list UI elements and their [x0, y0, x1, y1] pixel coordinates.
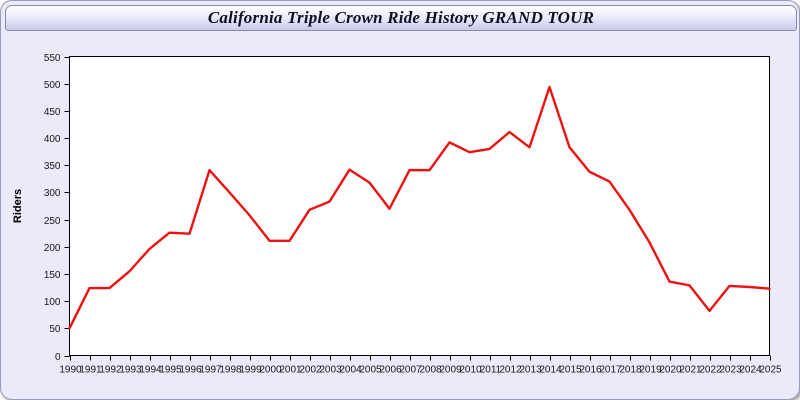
y-tick-label: 350 — [44, 161, 61, 172]
y-tick-label: 100 — [44, 297, 61, 308]
x-tick-label: 2009 — [439, 365, 462, 376]
plot-frame — [69, 56, 770, 356]
x-tick-label: 2005 — [359, 365, 382, 376]
x-tick-label: 2000 — [259, 365, 282, 376]
window-title-bar: California Triple Crown Ride History GRA… — [5, 5, 797, 31]
x-tick-label: 2004 — [339, 365, 362, 376]
y-tick-label: 50 — [49, 324, 61, 335]
x-tick-label: 1993 — [119, 365, 142, 376]
y-tick-label: 300 — [44, 188, 61, 199]
x-tick-label: 2012 — [499, 365, 522, 376]
y-tick-label: 250 — [44, 216, 61, 227]
x-tick-label: 1995 — [159, 365, 182, 376]
x-tick-label: 2015 — [559, 365, 582, 376]
x-tick-label: 2019 — [639, 365, 662, 376]
y-tick-label: 150 — [44, 270, 61, 281]
x-tick-label: 2018 — [619, 365, 642, 376]
x-tick-label: 2021 — [679, 365, 702, 376]
x-tick-label: 1992 — [99, 365, 122, 376]
x-axis-tick-labels: 1990199119921993199419951996199719981999… — [59, 365, 782, 376]
x-tick-label: 2008 — [419, 365, 442, 376]
x-tick-label: 1994 — [139, 365, 162, 376]
x-axis-ticks — [70, 355, 771, 361]
y-axis-tick-labels: 0 50 100 150 200 250 300 350 400 450 500 550 — [44, 53, 61, 363]
y-tick-label: 0 — [55, 352, 61, 363]
x-tick-label: 1991 — [79, 365, 102, 376]
x-tick-label: 2002 — [299, 365, 322, 376]
x-tick-label: 2010 — [459, 365, 482, 376]
y-tick-label: 200 — [44, 243, 61, 254]
x-tick-label: 2024 — [739, 365, 762, 376]
y-tick-label: 450 — [44, 107, 61, 118]
x-tick-label: 2016 — [579, 365, 602, 376]
chart-canvas: 0 50 100 150 200 250 300 350 400 450 500 550 1990 19… — [1, 33, 799, 399]
y-axis-title: Riders — [12, 189, 24, 223]
x-tick-label: 2020 — [659, 365, 682, 376]
x-tick-label: 2006 — [379, 365, 402, 376]
x-tick-label: 1998 — [219, 365, 242, 376]
x-tick-label: 2025 — [759, 365, 782, 376]
x-tick-label: 1990 — [59, 365, 82, 376]
y-tick-label: 550 — [44, 53, 61, 64]
x-tick-label: 2014 — [539, 365, 562, 376]
x-tick-label: 1997 — [199, 365, 222, 376]
x-tick-label: 2023 — [719, 365, 742, 376]
y-tick-label: 500 — [44, 80, 61, 91]
x-tick-label: 2022 — [699, 365, 722, 376]
x-tick-label: 1999 — [239, 365, 262, 376]
x-tick-label: 2007 — [399, 365, 422, 376]
series-line-riders — [68, 85, 771, 330]
x-tick-label: 2013 — [519, 365, 542, 376]
y-tick-label: 400 — [44, 134, 61, 145]
x-tick-label: 1996 — [179, 365, 202, 376]
x-tick-label: 2017 — [599, 365, 622, 376]
x-tick-label: 2003 — [319, 365, 342, 376]
x-tick-label: 2001 — [279, 365, 302, 376]
y-axis-ticks — [64, 57, 70, 357]
page-title: California Triple Crown Ride History GRA… — [207, 8, 595, 27]
x-tick-label: 2011 — [480, 365, 502, 376]
